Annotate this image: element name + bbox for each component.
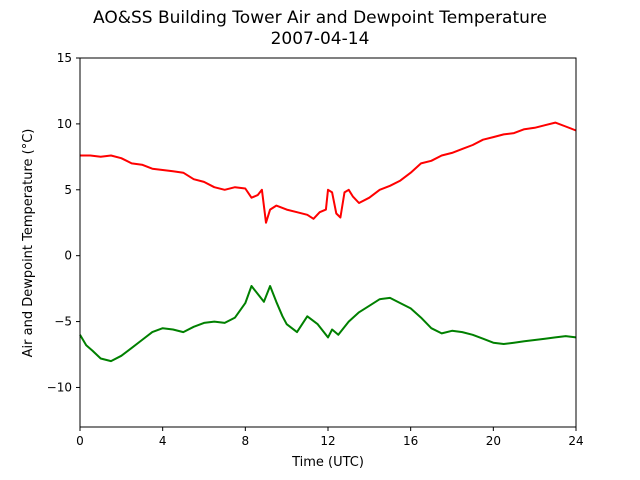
axes-layer: 0 4 8 12 16 20 24 −10 −5 0 5 10 15	[47, 51, 584, 448]
series-line-0	[80, 121, 577, 224]
series-line-1	[79, 285, 577, 363]
y-tick-label: 10	[57, 117, 72, 131]
x-tick-label: 4	[159, 434, 167, 448]
chart-subtitle: 2007-04-14	[270, 29, 370, 49]
x-axis-label: Time (UTC)	[291, 455, 364, 470]
x-tick-label: 24	[568, 434, 583, 448]
y-tick-label: 0	[64, 249, 72, 263]
y-tick-label: −10	[47, 380, 72, 394]
y-axis-label: Air and Dewpoint Temperature (°C)	[21, 129, 36, 358]
y-tick-label: 5	[64, 183, 72, 197]
y-tick-label: −5	[54, 315, 72, 329]
series-layer	[79, 121, 577, 363]
x-tick-label: 0	[76, 434, 84, 448]
chart-title: AO&SS Building Tower Air and Dewpoint Te…	[92, 8, 547, 28]
plot-frame	[79, 57, 577, 428]
x-tick-label: 16	[403, 434, 418, 448]
x-tick-label: 12	[320, 434, 335, 448]
x-tick-label: 8	[242, 434, 250, 448]
x-tick-label: 20	[486, 434, 501, 448]
y-tick-label: 15	[57, 51, 72, 65]
